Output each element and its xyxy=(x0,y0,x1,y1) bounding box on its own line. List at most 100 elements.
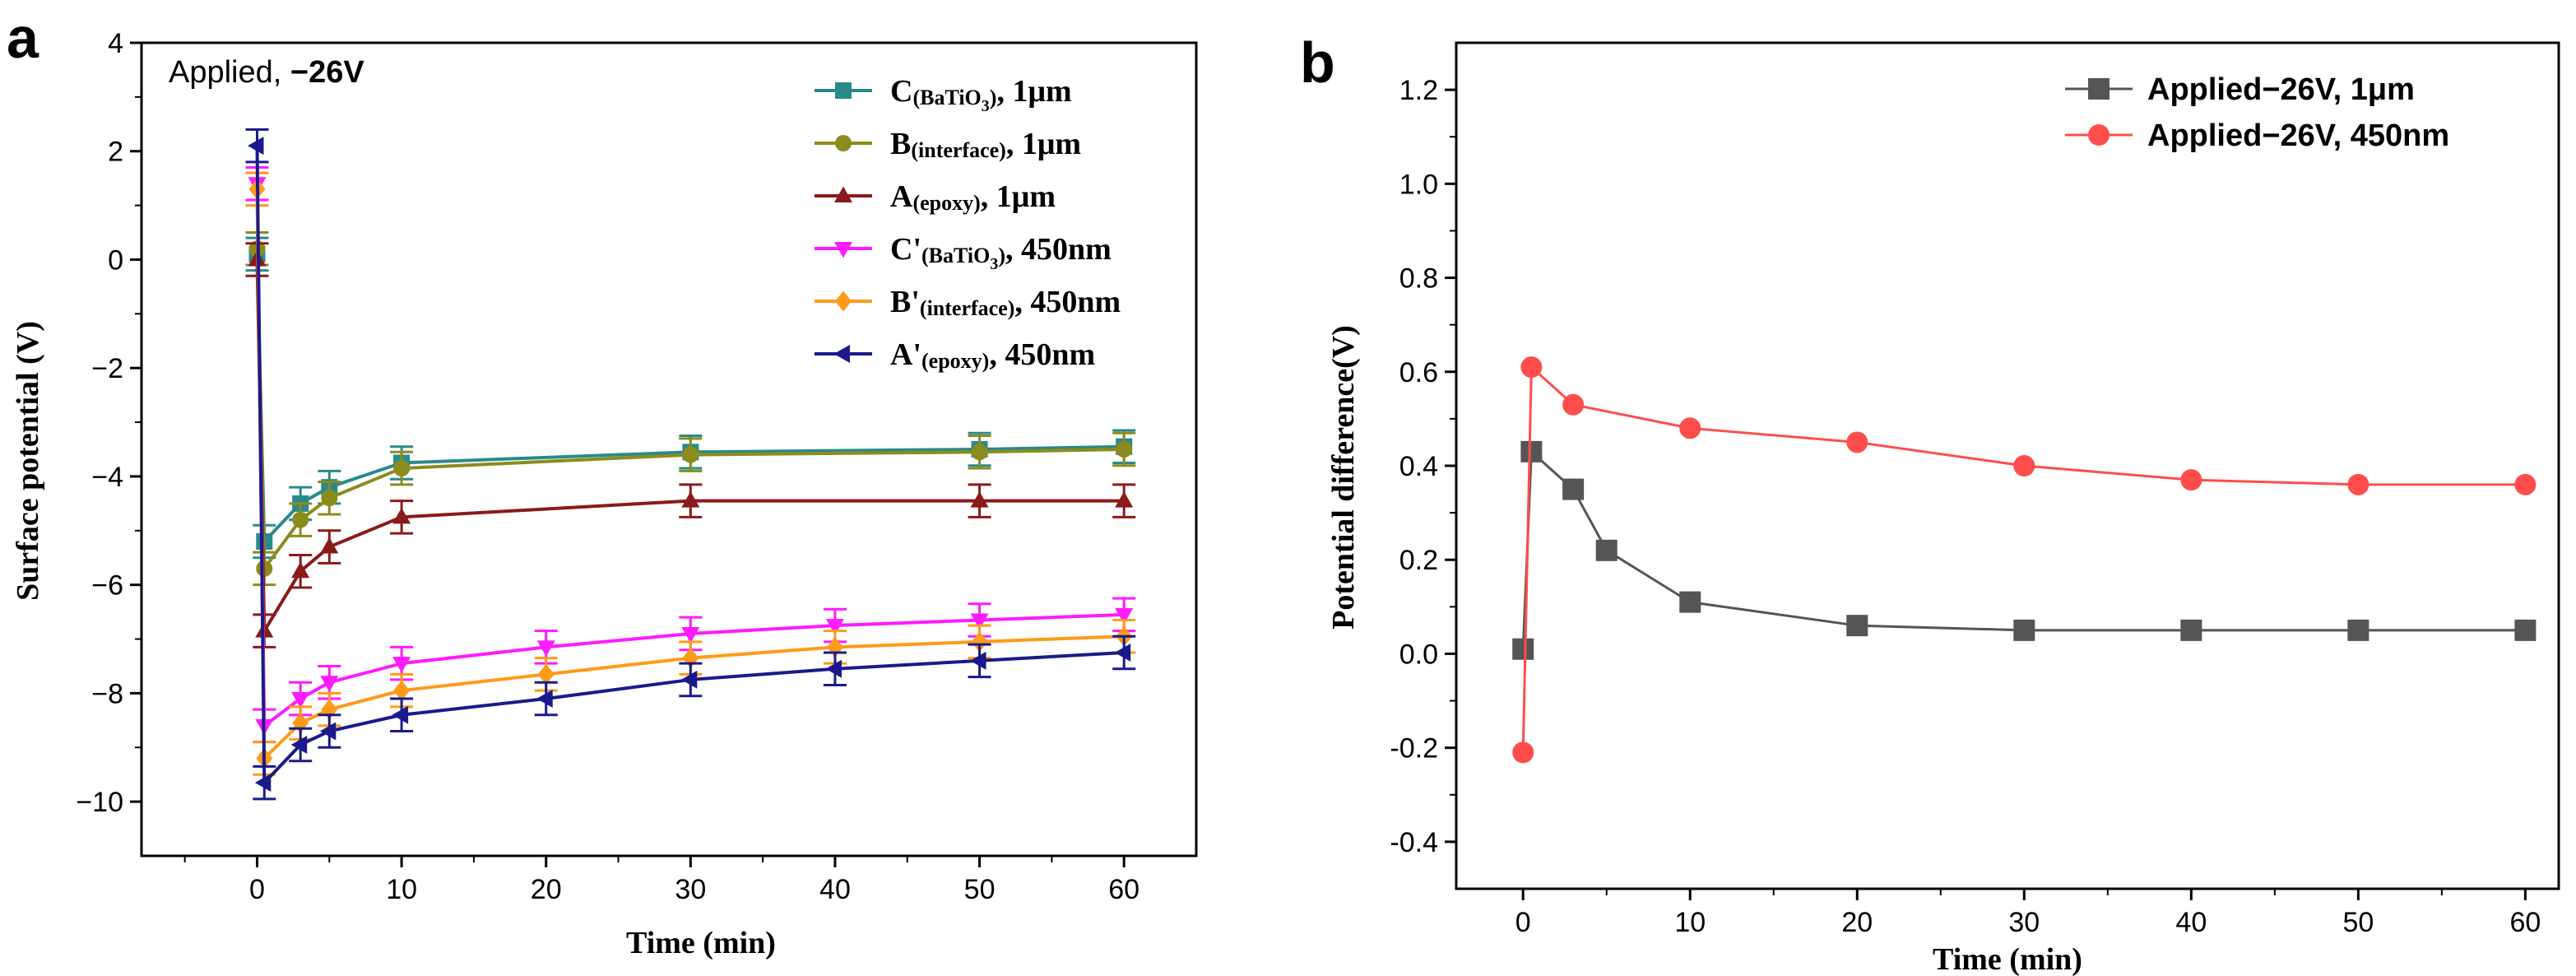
y-tick-label: 0.6 xyxy=(1399,357,1438,388)
legend-marker xyxy=(833,345,850,363)
data-point xyxy=(1115,607,1134,625)
panel-b: b 0 10 20 30 40 50 60 -0.4 -0.2 0.0 0.2 0.4 0.6 0.8 1.… xyxy=(1300,30,2560,976)
data-point xyxy=(2514,473,2537,495)
data-point xyxy=(2347,473,2369,495)
data-point xyxy=(680,670,698,689)
x-tick-label: 10 xyxy=(1674,907,1706,938)
y-tick-label: 0 xyxy=(108,244,123,276)
data-point xyxy=(682,446,699,463)
panel-a-y-axis-label: Surface potential (V) xyxy=(11,321,45,601)
series-2 xyxy=(1512,356,2537,764)
x-tick-label: 60 xyxy=(1108,874,1139,905)
data-point xyxy=(247,137,264,156)
series-line xyxy=(255,184,1125,729)
data-point xyxy=(970,613,989,630)
panel-b-legend: Applied−26V, 1μm Applied−26V, 450nm xyxy=(2065,72,2449,153)
x-tick-label: 40 xyxy=(819,874,851,905)
y-tick-label: 1.2 xyxy=(1399,75,1438,106)
data-point xyxy=(2514,619,2537,641)
data-point xyxy=(291,561,310,579)
data-point xyxy=(1562,478,1585,500)
data-point xyxy=(1846,615,1868,637)
legend-marker xyxy=(835,290,852,312)
x-tick-label: 0 xyxy=(1515,907,1531,938)
legend-label: B'(interface), 450nm xyxy=(890,285,1121,320)
series-6 xyxy=(245,128,1136,801)
data-point xyxy=(1595,539,1618,561)
y-tick-label: −4 xyxy=(91,462,123,493)
legend-label: Applied−26V, 1μm xyxy=(2147,72,2415,107)
series-2 xyxy=(245,231,1136,587)
data-point xyxy=(1512,638,1534,660)
data-point xyxy=(254,774,272,792)
data-point xyxy=(2180,469,2202,491)
data-point xyxy=(681,626,700,644)
data-point xyxy=(319,722,337,741)
y-tick-label: 0.2 xyxy=(1399,545,1438,576)
y-tick-label: 0.0 xyxy=(1399,639,1438,670)
data-point xyxy=(970,491,989,508)
data-point xyxy=(320,676,339,692)
series-line xyxy=(255,188,1125,763)
series-line xyxy=(255,249,1125,574)
data-point xyxy=(2013,619,2035,641)
legend-marker xyxy=(835,135,852,151)
data-point xyxy=(2013,455,2035,476)
series-line xyxy=(1521,448,2526,649)
legend-label: Applied−26V, 450nm xyxy=(2147,119,2449,153)
series-line xyxy=(255,259,1125,637)
annotation-prefix: Applied, xyxy=(169,55,290,90)
panel-a-plot-frame xyxy=(140,41,1198,857)
panel-a-legend: C(BaTiO3), 1μm B(interface), 1μm A(epoxy),… xyxy=(815,74,1121,373)
x-tick-label: 60 xyxy=(2509,907,2541,938)
data-point xyxy=(392,657,411,673)
panel-b-x-axis-label: Time (min) xyxy=(1933,942,2082,976)
legend-marker xyxy=(834,186,852,202)
data-point xyxy=(1520,356,1543,379)
series-1 xyxy=(1512,440,2537,660)
annotation-voltage: −26V xyxy=(290,55,364,90)
data-point xyxy=(1679,591,1701,613)
data-point xyxy=(1116,441,1133,458)
data-point xyxy=(393,680,411,701)
x-tick-label: 50 xyxy=(964,874,996,905)
y-tick-label: 0.8 xyxy=(1399,263,1438,295)
x-tick-label: 0 xyxy=(249,874,265,905)
data-point xyxy=(536,640,555,657)
x-tick-label: 20 xyxy=(531,874,562,905)
data-point xyxy=(971,444,988,461)
y-tick-label: -0.4 xyxy=(1390,827,1438,858)
panel-b-series xyxy=(1512,356,2537,764)
y-tick-label: 1.0 xyxy=(1399,169,1438,200)
data-point xyxy=(2347,619,2369,641)
legend-entry-4: C'(BaTiO3), 450nm xyxy=(815,232,1112,273)
y-tick-label: 4 xyxy=(108,28,123,59)
data-point xyxy=(393,460,411,477)
legend-entry-6: A'(epoxy), 450nm xyxy=(815,337,1095,373)
y-tick-label: -0.2 xyxy=(1390,733,1438,765)
y-tick-label: −8 xyxy=(91,678,123,709)
data-point xyxy=(825,659,842,678)
x-tick-label: 40 xyxy=(2175,907,2207,938)
legend-entry-5: B'(interface), 450nm xyxy=(815,285,1121,320)
data-point xyxy=(1679,417,1701,439)
legend-label: A'(epoxy), 450nm xyxy=(890,337,1095,373)
panel-b-plot-frame xyxy=(1455,41,2560,890)
legend-label: C'(BaTiO3), 450nm xyxy=(890,232,1112,273)
data-point xyxy=(290,735,308,754)
panel-b-y-axis-label: Potential difference(V) xyxy=(1326,325,1361,630)
data-point xyxy=(1512,741,1534,764)
x-tick-label: 20 xyxy=(1841,907,1873,938)
panel-b-label: b xyxy=(1300,30,1335,95)
legend-label: B(interface), 1μm xyxy=(890,127,1081,162)
data-point xyxy=(1520,440,1543,462)
data-point xyxy=(320,537,339,554)
panel-b-ticks: 0 10 20 30 40 50 60 -0.4 -0.2 0.0 0.2 0.4 0.6 0.8 1.0 1… xyxy=(1390,75,2541,938)
data-point xyxy=(1562,393,1585,416)
data-point xyxy=(1114,644,1131,662)
legend-entry-3: A(epoxy), 1μm xyxy=(815,179,1056,215)
data-point xyxy=(392,507,411,524)
x-tick-label: 50 xyxy=(2342,907,2374,938)
panel-a-ticks: 0 10 20 30 40 50 60 −10 −8 −6 −4 −2 0 2 4 xyxy=(76,28,1139,905)
